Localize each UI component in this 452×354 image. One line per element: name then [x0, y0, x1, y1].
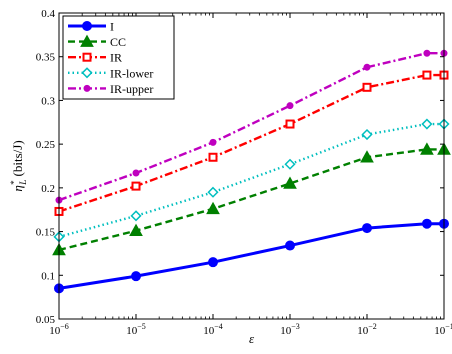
y-tick-label: 0.3: [41, 95, 55, 107]
data-point: [129, 223, 143, 236]
x-tick-label: 10−5: [126, 322, 146, 337]
legend-entry: IR-lower: [68, 66, 153, 80]
data-point: [206, 201, 220, 215]
legend-entry: CC: [68, 34, 126, 49]
data-point: [207, 186, 219, 198]
series-line: [58, 222, 444, 290]
legend-marker: [82, 52, 92, 62]
data-point: [208, 152, 218, 162]
data-point: [421, 118, 433, 130]
y-axis-label: η*L (bits/J): [9, 140, 28, 191]
series-cc: [52, 142, 451, 256]
y-tick-label: 0.15: [36, 227, 56, 239]
y-tick-label: 0.2: [41, 183, 55, 195]
plot-frame: [58, 12, 445, 320]
series-line: [58, 122, 444, 238]
data-point: [285, 119, 295, 129]
legend-marker: [81, 67, 93, 79]
data-point: [360, 150, 374, 163]
x-tick-label: 10−6: [49, 322, 69, 337]
data-point: [132, 169, 140, 177]
legend-label: CC: [110, 35, 126, 49]
data-point: [422, 70, 432, 80]
legend-entry: IR-upper: [68, 82, 153, 96]
legend-box: [62, 15, 175, 100]
legend-marker: [83, 84, 91, 92]
legend-marker: [80, 34, 94, 47]
legend-entry: I: [68, 20, 114, 34]
data-point: [209, 138, 217, 146]
series-layer: [52, 49, 451, 294]
x-axis-label: ε: [249, 331, 255, 346]
axes-layer: 0.05 0.1 0.15 0.2 0.25 0.3 0.35 0.4 10−6 10−5 10−4…: [9, 8, 452, 346]
series-line: [58, 148, 444, 252]
y-tick-label: 0.1: [41, 270, 55, 282]
data-point: [130, 210, 142, 222]
legend-marker: [82, 21, 92, 31]
data-point: [285, 240, 295, 251]
x-tick-label: 10−2: [357, 322, 377, 337]
legend-label: IR-lower: [110, 66, 153, 80]
x-tick-label: 10−4: [203, 322, 223, 337]
data-point: [363, 63, 371, 71]
x-tick-label: 10−3: [280, 322, 300, 337]
data-point: [420, 142, 434, 155]
series-i: [54, 218, 449, 294]
data-point: [423, 49, 431, 57]
data-point: [283, 176, 297, 189]
series-ir-lower: [53, 118, 450, 243]
x-tick-label: 10−1: [434, 322, 452, 337]
data-point: [362, 223, 372, 234]
data-point: [362, 82, 372, 92]
y-tick-label: 0.4: [41, 8, 55, 20]
data-point: [208, 257, 218, 268]
data-point: [286, 102, 294, 110]
data-point: [421, 218, 432, 229]
y-tick-label: 0.35: [36, 52, 56, 64]
y-tick-label: 0.05: [36, 314, 56, 326]
y-tick-label: 0.25: [36, 139, 56, 151]
legend-label: IR: [110, 51, 122, 65]
legend-label: I: [110, 20, 114, 34]
data-point: [131, 181, 141, 191]
data-point: [131, 271, 141, 282]
data-point: [284, 158, 296, 170]
legend-entry: IR: [68, 51, 122, 65]
legend-label: IR-upper: [110, 82, 153, 96]
data-point: [361, 128, 373, 141]
